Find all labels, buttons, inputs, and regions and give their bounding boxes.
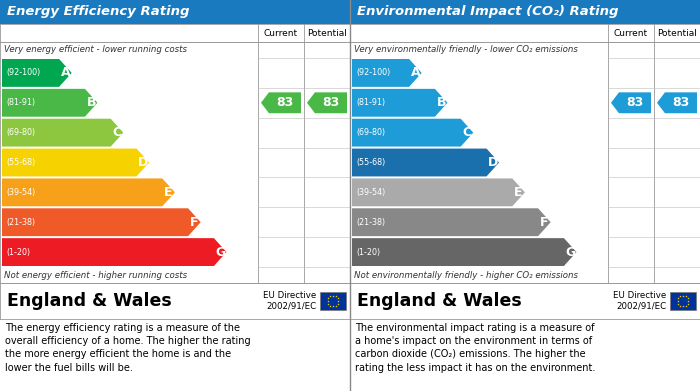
Polygon shape: [307, 92, 347, 113]
Polygon shape: [2, 149, 149, 176]
Text: EU Directive
2002/91/EC: EU Directive 2002/91/EC: [262, 291, 316, 311]
Text: (55-68): (55-68): [356, 158, 385, 167]
Text: (92-100): (92-100): [6, 68, 41, 77]
Text: Not energy efficient - higher running costs: Not energy efficient - higher running co…: [4, 271, 187, 280]
Text: The energy efficiency rating is a measure of the
overall efficiency of a home. T: The energy efficiency rating is a measur…: [5, 323, 251, 373]
Text: F: F: [190, 216, 199, 229]
Bar: [350, 0, 700, 24]
Text: England & Wales: England & Wales: [357, 292, 522, 310]
Polygon shape: [352, 89, 447, 117]
Text: Very energy efficient - lower running costs: Very energy efficient - lower running co…: [4, 45, 187, 54]
Text: 83: 83: [672, 96, 690, 109]
Text: (69-80): (69-80): [356, 128, 385, 137]
Text: (55-68): (55-68): [6, 158, 35, 167]
Bar: [670, 292, 696, 310]
Text: Energy Efficiency Rating: Energy Efficiency Rating: [7, 5, 190, 18]
Text: C: C: [463, 126, 472, 139]
Polygon shape: [352, 178, 525, 206]
Text: (21-38): (21-38): [356, 218, 385, 227]
Polygon shape: [261, 92, 301, 113]
Polygon shape: [2, 178, 175, 206]
Text: A: A: [61, 66, 70, 79]
Text: E: E: [164, 186, 173, 199]
Text: The environmental impact rating is a measure of
a home's impact on the environme: The environmental impact rating is a mea…: [355, 323, 596, 373]
Text: Potential: Potential: [307, 29, 347, 38]
Text: 83: 83: [626, 96, 643, 109]
Text: 83: 83: [276, 96, 293, 109]
Polygon shape: [2, 208, 201, 236]
Polygon shape: [657, 92, 697, 113]
Text: (39-54): (39-54): [356, 188, 385, 197]
Text: (92-100): (92-100): [356, 68, 391, 77]
Polygon shape: [2, 238, 227, 266]
Polygon shape: [352, 59, 421, 87]
Polygon shape: [352, 208, 551, 236]
Polygon shape: [352, 238, 577, 266]
Text: B: B: [86, 96, 96, 109]
Text: A: A: [411, 66, 420, 79]
Text: D: D: [488, 156, 498, 169]
Polygon shape: [352, 149, 499, 176]
Polygon shape: [611, 92, 651, 113]
Text: Very environmentally friendly - lower CO₂ emissions: Very environmentally friendly - lower CO…: [354, 45, 578, 54]
Text: 83: 83: [322, 96, 340, 109]
Text: Current: Current: [614, 29, 648, 38]
Bar: [0, 24, 350, 42]
Text: (81-91): (81-91): [356, 98, 385, 107]
Text: Current: Current: [264, 29, 298, 38]
Text: (39-54): (39-54): [6, 188, 35, 197]
Text: (81-91): (81-91): [6, 98, 35, 107]
Text: G: G: [215, 246, 225, 258]
Text: E: E: [514, 186, 523, 199]
Bar: [350, 24, 700, 42]
Bar: [350, 283, 700, 319]
Text: Potential: Potential: [657, 29, 697, 38]
Bar: [0, 42, 350, 283]
Polygon shape: [2, 59, 71, 87]
Text: B: B: [436, 96, 446, 109]
Text: (1-20): (1-20): [356, 248, 380, 256]
Text: Environmental Impact (CO₂) Rating: Environmental Impact (CO₂) Rating: [357, 5, 619, 18]
Text: (21-38): (21-38): [6, 218, 35, 227]
Text: G: G: [565, 246, 575, 258]
Text: England & Wales: England & Wales: [7, 292, 172, 310]
Bar: [0, 283, 350, 319]
Polygon shape: [352, 119, 473, 147]
Polygon shape: [2, 89, 97, 117]
Text: F: F: [540, 216, 549, 229]
Text: Not environmentally friendly - higher CO₂ emissions: Not environmentally friendly - higher CO…: [354, 271, 578, 280]
Text: (69-80): (69-80): [6, 128, 35, 137]
Text: (1-20): (1-20): [6, 248, 30, 256]
Polygon shape: [2, 119, 123, 147]
Text: D: D: [138, 156, 148, 169]
Bar: [0, 0, 350, 24]
Text: EU Directive
2002/91/EC: EU Directive 2002/91/EC: [612, 291, 666, 311]
Text: C: C: [113, 126, 122, 139]
Bar: [320, 292, 346, 310]
Bar: [350, 42, 700, 283]
